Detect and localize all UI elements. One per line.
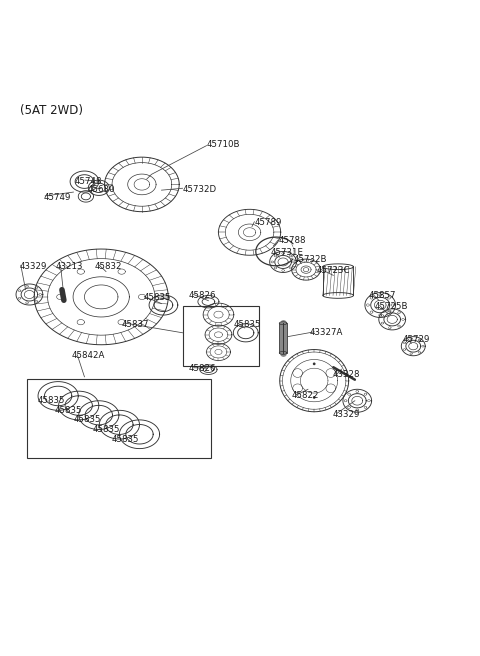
Bar (27, 379, 211, 458)
Text: 45732D: 45732D (182, 185, 216, 194)
Text: 43213: 43213 (56, 262, 83, 271)
Text: 45710B: 45710B (206, 140, 240, 149)
Text: 45630: 45630 (88, 185, 115, 194)
Text: 45749: 45749 (44, 193, 71, 202)
Text: 45832: 45832 (95, 262, 122, 271)
Text: 43329: 43329 (20, 262, 47, 271)
Text: 45826: 45826 (189, 291, 216, 300)
Text: 45835: 45835 (93, 425, 120, 434)
Text: 45826: 45826 (189, 364, 216, 373)
Circle shape (313, 363, 315, 365)
Text: 45788: 45788 (278, 236, 306, 245)
Text: 45835: 45835 (38, 396, 66, 405)
Text: 45732B: 45732B (294, 255, 327, 264)
Text: 45748: 45748 (75, 177, 102, 186)
Text: 45835: 45835 (144, 293, 171, 302)
Text: 45835: 45835 (73, 415, 101, 424)
Text: 45837: 45837 (121, 319, 149, 329)
Text: 45729: 45729 (403, 335, 430, 344)
Text: 45731E: 45731E (270, 248, 303, 257)
Text: 43328: 43328 (332, 371, 360, 379)
Circle shape (313, 396, 315, 399)
Text: 45822: 45822 (292, 392, 319, 400)
Text: 45835: 45835 (233, 319, 261, 329)
Text: 43329: 43329 (332, 409, 360, 419)
Text: 45789: 45789 (254, 218, 282, 227)
Text: 45723C: 45723C (317, 266, 350, 275)
Text: 45842A: 45842A (72, 351, 105, 360)
Text: 43327A: 43327A (310, 328, 343, 337)
Text: 45835: 45835 (55, 406, 82, 415)
Text: 45835: 45835 (112, 434, 139, 443)
Text: 45725B: 45725B (375, 302, 408, 311)
Text: (5AT 2WD): (5AT 2WD) (20, 104, 83, 117)
Text: 45857: 45857 (368, 291, 396, 300)
Bar (182, 306, 259, 366)
Bar (279, 323, 287, 353)
